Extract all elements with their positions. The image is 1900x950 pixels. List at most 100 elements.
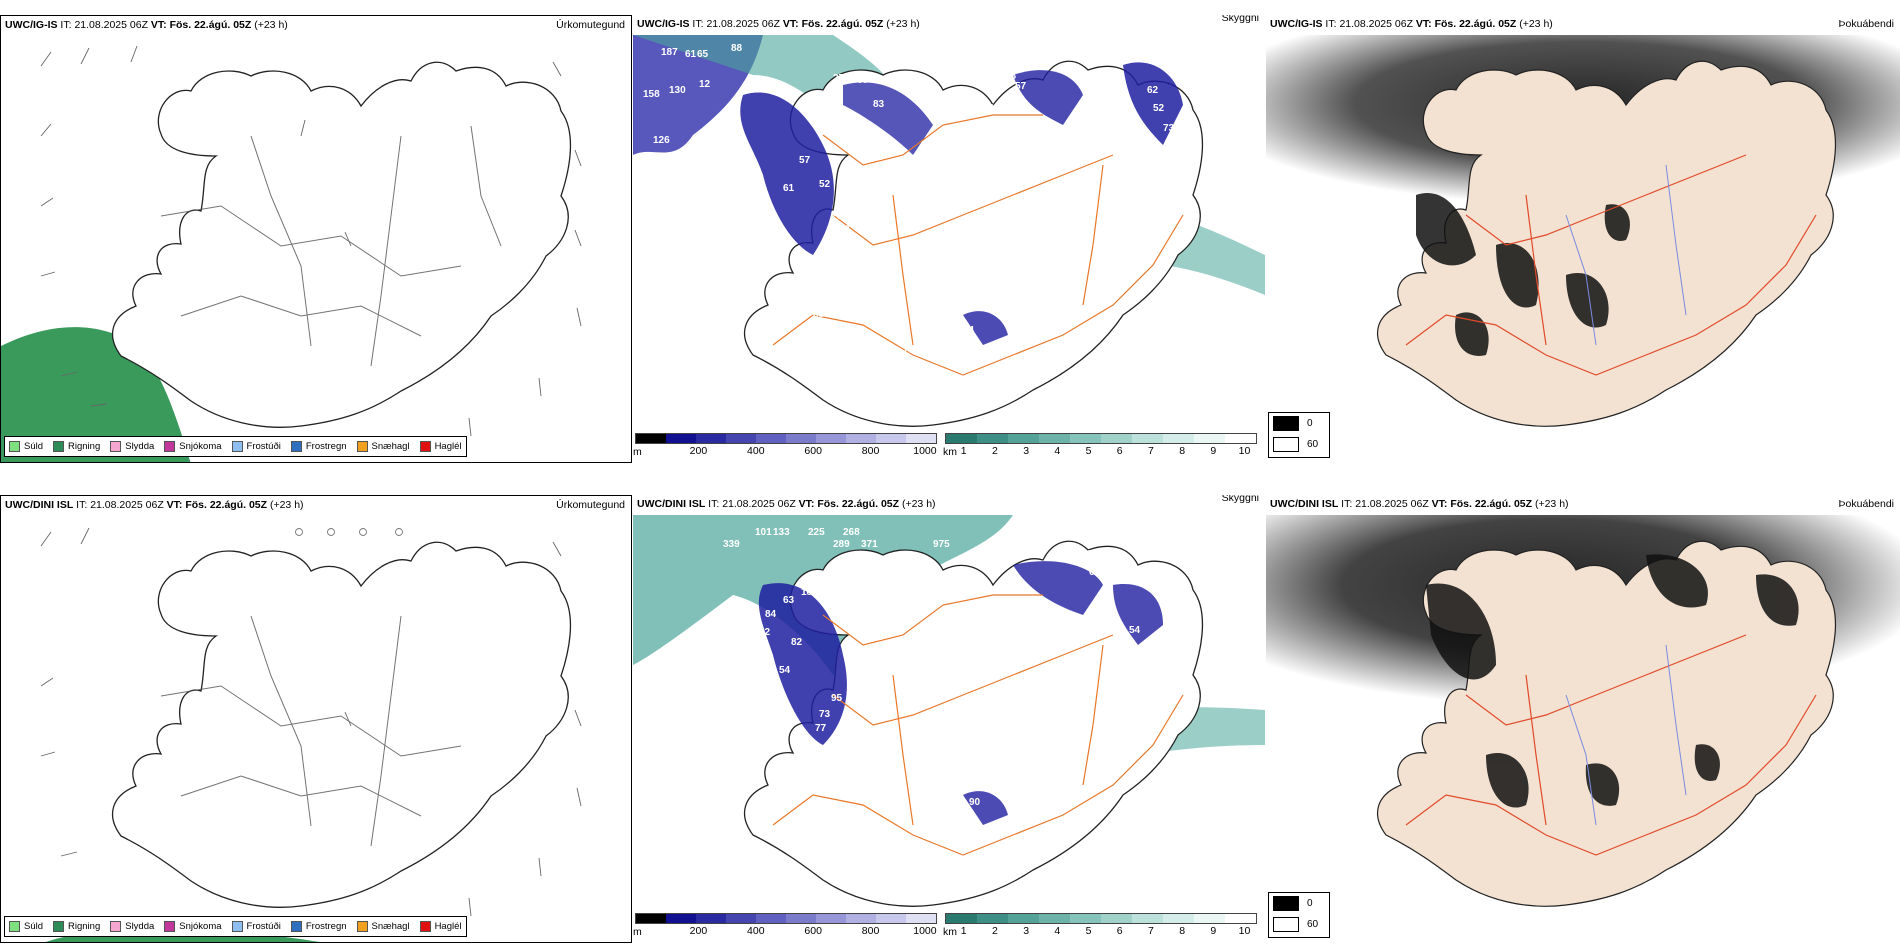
ceiling-value-label: 245 [833,567,850,578]
fog-panel-bottom: UWC/DINI ISL IT: 21.08.2025 06Z VT: Fös.… [1266,495,1900,943]
ceiling-value-label: 52 [819,179,831,190]
panel-title: UWC/DINI ISL IT: 21.08.2025 06Z VT: Fös.… [1270,498,1569,510]
ceiling-value-label: 98 [1005,71,1017,82]
ceiling-value-label: 63 [783,595,795,606]
ceiling-value-label: 187 [661,47,678,58]
legend-swatch [231,441,243,452]
ceiling-value-label: 61 [783,183,795,194]
legend-swatch [9,441,20,452]
ceiling-value-label: 63 [963,99,975,110]
panel-label: Þokuábendi [1838,18,1894,30]
fog-legend: 0 60 [1268,892,1330,938]
fog-map [1266,35,1900,427]
legend-swatch [164,921,176,932]
ceiling-value-label: 88 [813,309,825,320]
precip-type-legend: Súld Rigning Slydda Snjókoma Frostúði Fr… [4,916,467,937]
panel-title: UWC/IG-IS IT: 21.08.2025 06Z VT: Fös. 22… [1270,18,1553,30]
panel-label: Þokuábendi [1838,498,1894,510]
legend-swatch [419,921,431,932]
legend-swatch [419,441,431,452]
fog-legend: 0 60 [1268,412,1330,458]
legend-swatch [110,921,122,932]
precip-map [40,527,582,942]
ceiling-value-label: 99 [1013,59,1025,70]
ceiling-value-label: 65 [1107,567,1119,578]
legend-swatch [1273,896,1299,911]
ceiling-value-label: 70 [831,211,843,222]
panel-title: UWC/IG-IS IT: 21.08.2025 06Z VT: Fös. 22… [637,18,920,30]
panel-label: Skyggni [1221,495,1259,504]
ceiling-value-label: 73 [819,709,831,720]
panel-title: UWC/DINI ISL IT: 21.08.2025 06Z VT: Fös.… [637,498,936,510]
visibility-colorbar: 1 2 3 4 5 6 7 8 9 10 km [943,433,1257,458]
ceiling-value-label: 88 [857,75,869,86]
ceiling-value-label: 57 [1145,139,1157,150]
ceiling-value-label: 88 [731,43,743,54]
ceiling-value-label: 268 [843,527,860,538]
panel-title: UWC/IG-IS IT: 21.08.2025 06Z VT: Fös. 22… [5,19,288,31]
ceiling-value-label: 25 [829,327,841,338]
legend-swatch [164,441,176,452]
legend-swatch [1273,437,1299,452]
fog-panel-top: UWC/IG-IS IT: 21.08.2025 06Z VT: Fös. 22… [1266,15,1900,463]
ceiling-value-label: 130 [669,85,686,96]
ceiling-value-label: 339 [723,539,740,550]
legend-swatch [9,921,20,932]
legend-swatch [53,441,65,452]
panel-label: Úrkomutegund [556,19,625,31]
visibility-unit: km [943,446,959,458]
legend-swatch [1273,416,1299,431]
ceiling-value-label: 57 [799,155,811,166]
panel-label: Skyggni [1221,15,1259,24]
ceiling-value-label: 69 [813,101,825,112]
ceiling-value-label: 188 [801,587,818,598]
ceiling-value-label: 61 [685,49,697,60]
ceiling-value-label: 54 [839,223,851,234]
legend-swatch [1273,917,1299,932]
ceiling-colorbar: 0 200 400 600 800 1000 m [633,913,937,938]
ceiling-value-label: 12 [699,79,711,90]
ceiling-value-label: 371 [861,539,878,550]
precip-type-legend: Súld Rigning Slydda Snjókoma Frostúði Fr… [4,436,467,457]
ceiling-value-label: 158 [643,89,660,100]
ceiling-value-label: 72 [865,697,877,708]
legend-swatch [110,441,122,452]
ceiling-value-label: 57 [1015,81,1027,92]
ceiling-value-label: 82 [791,637,803,648]
ceiling-value-label: 84 [963,325,975,336]
ceiling-value-label: 225 [808,527,825,538]
visibility-panel-bottom: UWC/DINI ISL IT: 21.08.2025 06Z VT: Fös.… [633,495,1265,943]
legend-swatch [356,921,368,932]
ceiling-value-label: 62 [1147,85,1159,96]
ceiling-unit: m [633,446,644,458]
ceiling-value-label: 975 [933,539,950,550]
ceiling-value-label: 52 [1153,103,1165,114]
ceiling-value-label: 66 [983,103,995,114]
ceiling-value-label: 90 [969,797,981,808]
ceiling-value-label: 94 [967,343,979,354]
ceiling-value-label: 110 [923,831,940,842]
ceiling-colorbar: 0 200 400 600 800 1000 m [633,433,937,458]
ceiling-value-label: 73 [1163,123,1175,134]
ceiling-value-label: 54 [779,665,791,676]
legend-swatch [290,441,302,452]
ceiling-value-label: 129 [809,341,826,352]
ceiling-value-label: 70 [829,112,841,123]
precip-panel-top: UWC/IG-IS IT: 21.08.2025 06Z VT: Fös. 22… [0,15,632,463]
ceiling-value-label: 60 [1151,637,1163,648]
ceiling-value-label: 84 [765,609,777,620]
ceiling-value-label: 83 [873,99,885,110]
ceiling-value-label: 133 [773,527,790,538]
ceiling-value-label: 101 [755,527,772,538]
ceiling-value-label: 92 [783,715,795,726]
ceiling-unit: m [633,926,644,938]
legend-swatch [53,921,65,932]
ceiling-value-label: 73 [937,99,949,110]
ceiling-value-label: 126 [653,135,670,146]
precip-panel-bottom: UWC/DINI ISL IT: 21.08.2025 06Z VT: Fös.… [0,495,632,943]
legend-swatch [356,441,368,452]
ceiling-value-label: 78 [903,345,915,356]
ceiling-value-label: 86 [769,715,781,726]
